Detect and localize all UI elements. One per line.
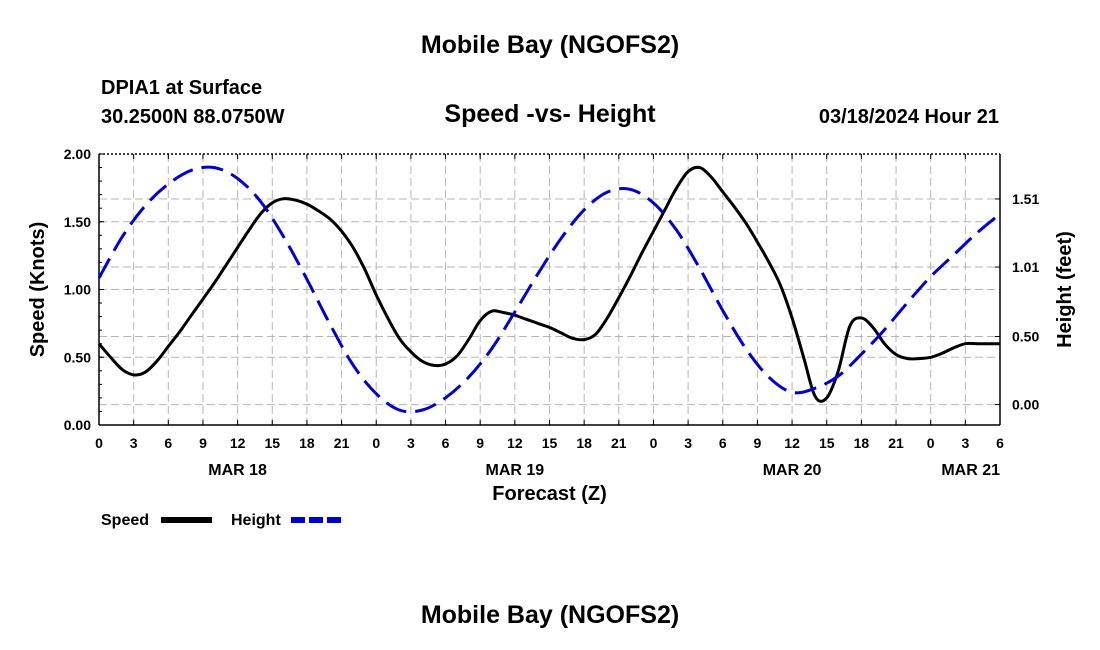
x-axis-label: Forecast (Z) xyxy=(492,483,606,505)
y2-tick-label: 1.01 xyxy=(1012,259,1039,275)
x-tick-label: 6 xyxy=(442,435,450,451)
x-tick-label: 0 xyxy=(95,435,103,451)
x-tick-label: 6 xyxy=(164,435,172,451)
x-tick-label: 18 xyxy=(854,435,870,451)
chart-title-top: Mobile Bay (NGOFS2) xyxy=(420,31,680,59)
x-tick-label: 3 xyxy=(130,435,138,451)
series-line-height xyxy=(97,165,1001,414)
x-tick-label: 18 xyxy=(576,435,592,451)
legend-label-height: Height xyxy=(231,512,281,529)
legend-label-speed: Speed xyxy=(101,512,149,529)
y-tick-label: 2.00 xyxy=(64,146,91,162)
day-label: MAR 19 xyxy=(486,462,545,479)
y2-tick-label: 0.00 xyxy=(1012,397,1039,413)
y-tick-label: 0.50 xyxy=(64,349,91,365)
y2-tick-label: 0.50 xyxy=(1012,328,1039,344)
y-tick-label: 1.50 xyxy=(64,214,91,230)
x-tick-label: 3 xyxy=(407,435,415,451)
x-tick-label: 0 xyxy=(927,435,935,451)
x-tick-label: 6 xyxy=(719,435,727,451)
x-tick-label: 6 xyxy=(996,435,1004,451)
station-label: DPIA1 at Surface xyxy=(101,77,263,99)
x-tick-label: 12 xyxy=(784,435,800,451)
x-tick-label: 15 xyxy=(264,435,280,451)
x-tick-label: 9 xyxy=(199,435,207,451)
x-tick-label: 3 xyxy=(961,435,969,451)
x-tick-label: 12 xyxy=(507,435,523,451)
x-tick-label: 12 xyxy=(230,435,246,451)
x-tick-label: 9 xyxy=(754,435,762,451)
timestamp-label: 03/18/2024 Hour 21 xyxy=(818,106,999,128)
x-tick-label: 15 xyxy=(819,435,835,451)
y2-tick-label: 1.51 xyxy=(1012,191,1039,207)
coordinates-label: 30.2500N 88.0750W xyxy=(101,106,285,128)
day-label: MAR 20 xyxy=(763,462,822,479)
x-tick-label: 0 xyxy=(372,435,380,451)
y-tick-label: 0.00 xyxy=(64,417,91,433)
day-label: MAR 21 xyxy=(941,462,1000,479)
y-tick-label: 1.00 xyxy=(64,282,91,298)
x-tick-label: 0 xyxy=(650,435,658,451)
y2-axis-label: Height (feet) xyxy=(1054,231,1076,348)
series-line-speed xyxy=(97,165,1000,403)
x-tick-label: 9 xyxy=(476,435,484,451)
chart-title-bottom: Mobile Bay (NGOFS2) xyxy=(420,601,680,629)
day-label: MAR 18 xyxy=(208,462,267,479)
x-tick-label: 21 xyxy=(334,435,350,451)
x-tick-label: 18 xyxy=(299,435,315,451)
x-tick-label: 21 xyxy=(611,435,627,451)
chart-subtitle: Speed -vs- Height xyxy=(444,100,656,128)
x-tick-label: 21 xyxy=(888,435,904,451)
y-axis-label: Speed (Knots) xyxy=(27,222,49,358)
x-tick-label: 15 xyxy=(542,435,558,451)
x-tick-label: 3 xyxy=(684,435,692,451)
